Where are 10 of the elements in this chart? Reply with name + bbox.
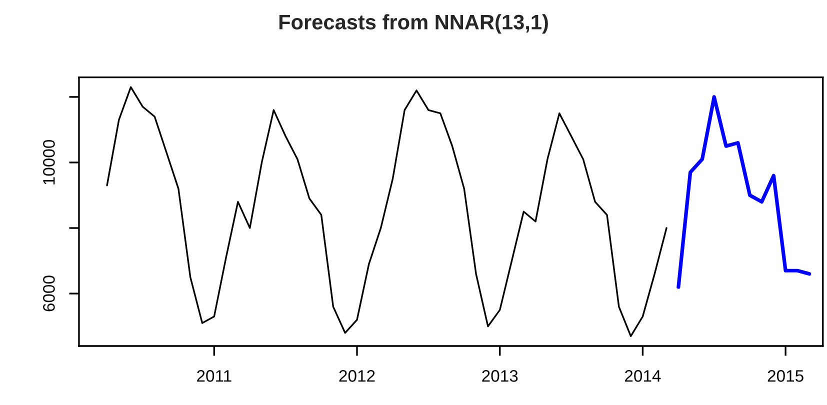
chart-title: Forecasts from NNAR(13,1): [279, 14, 548, 34]
x-tick-label: 2013: [482, 370, 518, 382]
x-tick-label: 2012: [339, 370, 375, 382]
x-tick-label: 2014: [625, 370, 661, 382]
line-series: [106, 86, 668, 337]
x-tick-label: 2011: [197, 370, 232, 382]
y-tick-label: 6000: [43, 276, 55, 312]
y-tick-label: 10000: [43, 140, 55, 184]
line-series: [676, 95, 812, 289]
x-tick-label: 2015: [768, 370, 804, 382]
